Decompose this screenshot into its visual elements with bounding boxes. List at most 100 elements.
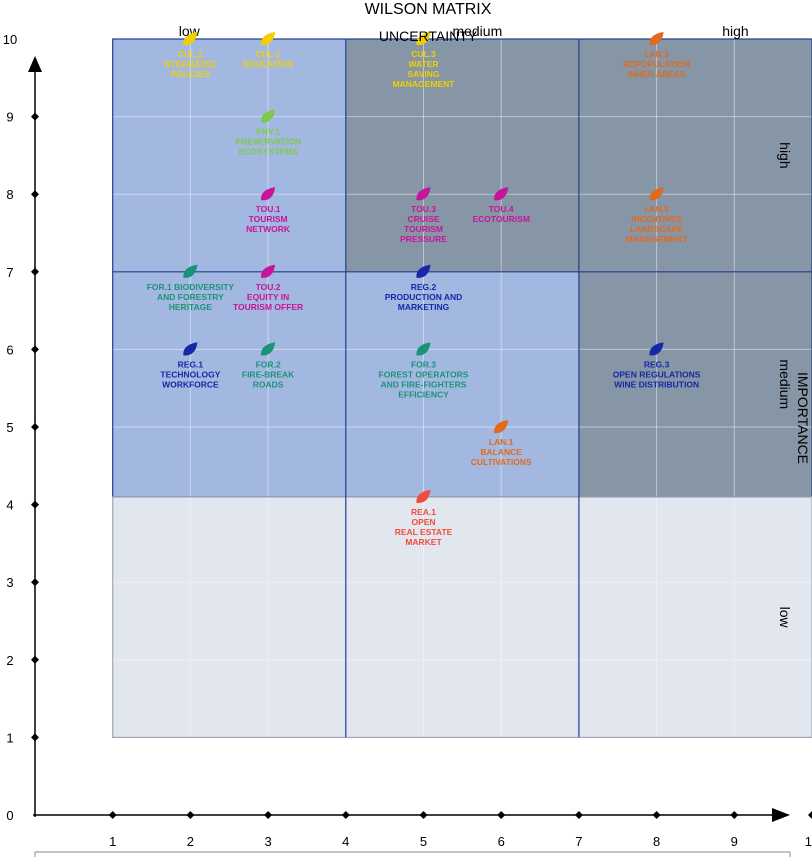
point-label-line: PRESSURE bbox=[400, 234, 447, 244]
x-tick-mark bbox=[419, 811, 428, 819]
point-label: ENV.1 PRESERVATION ECOSYSTEMS bbox=[235, 127, 301, 157]
x-tick-label: 10 bbox=[805, 834, 812, 849]
data-point: REG.1 TECHNOLOGY WORKFORCE bbox=[160, 342, 221, 389]
point-label: REG.3 OPEN REGULATIONS WINE DISTRIBUTION bbox=[613, 359, 701, 389]
leaf-marker bbox=[649, 342, 664, 356]
x-tick-label: 9 bbox=[731, 834, 738, 849]
point-label-line: WORKFORCE bbox=[162, 379, 219, 389]
grid-lines bbox=[112, 39, 812, 738]
leaf-marker bbox=[261, 342, 276, 356]
point-label-line: TOURISM bbox=[404, 224, 443, 234]
x-axis-label: UNCERTAINTY bbox=[379, 28, 478, 44]
point-label-line: CRUISE bbox=[407, 214, 439, 224]
point-label-line: ROADS bbox=[253, 379, 284, 389]
point-label: FOR.3 FOREST OPERATORS AND FIRE-FIGHTERS EF… bbox=[379, 359, 469, 399]
leaf-marker bbox=[416, 32, 431, 46]
point-label-line: PRODUCTION AND bbox=[385, 292, 463, 302]
x-tick-label: 7 bbox=[575, 834, 582, 849]
x-tick-label: 5 bbox=[420, 834, 427, 849]
y-tick-label: 7 bbox=[6, 265, 13, 280]
point-label: LAN.3 REPOPULATION INNER AREAS bbox=[623, 49, 690, 79]
point-label-line: MARKET bbox=[405, 537, 442, 547]
point-label-line: TOU.2 bbox=[256, 282, 281, 292]
y-tick-mark bbox=[31, 423, 39, 431]
matrix-regions bbox=[112, 39, 812, 738]
x-tick-label: 6 bbox=[498, 834, 505, 849]
x-tick-label: 2 bbox=[187, 834, 194, 849]
y-tick-label: 10 bbox=[3, 32, 17, 47]
y-tick-mark bbox=[31, 190, 39, 199]
point-label-line: LAN.2 bbox=[644, 204, 669, 214]
data-point: REA.1 OPEN REAL ESTATE MARKET bbox=[395, 489, 453, 547]
leaf-marker bbox=[416, 187, 431, 201]
data-point: LAN.2 INCENTIVES LANDSCAPE MANAGEMENT bbox=[626, 187, 689, 244]
point-label-line: TECHNOLOGY bbox=[160, 369, 220, 379]
point-label-line: CUL.3 bbox=[411, 49, 436, 59]
data-point: TOU.1 TOURISM NETWORK bbox=[246, 187, 291, 234]
point-label-line: PRESERVATION bbox=[235, 137, 301, 147]
region-1 bbox=[345, 271, 579, 497]
leaf-marker bbox=[494, 420, 509, 434]
data-point: CUL.1 EDUCATION bbox=[243, 32, 293, 69]
point-label: LAN.2 INCENTIVES LANDSCAPE MANAGEMENT bbox=[626, 204, 689, 244]
y-tick-mark bbox=[31, 112, 39, 121]
y-tick-label: 1 bbox=[6, 730, 13, 745]
y-axis-ticks: 0 1 2 3 4 5 6 7 8 9 10 bbox=[3, 32, 39, 823]
point-label: LAN.1 BALANCE CULTIVATIONS bbox=[471, 437, 532, 467]
point-label: REA.1 OPEN REAL ESTATE MARKET bbox=[395, 507, 453, 547]
y-tick-label: 4 bbox=[6, 498, 13, 513]
point-label-line: ENV.1 bbox=[256, 127, 280, 137]
y-tick-mark bbox=[31, 733, 39, 742]
y-axis-arrow bbox=[28, 56, 42, 72]
y-tick-label: 3 bbox=[6, 575, 13, 590]
x-axis-ticks: 1 2 3 4 5 6 7 8 9 10 bbox=[108, 811, 812, 849]
leaf-marker bbox=[416, 342, 431, 356]
x-tick-mark bbox=[108, 811, 117, 819]
point-label-line: TOU.1 bbox=[256, 204, 281, 214]
leaf-marker bbox=[649, 32, 664, 46]
point-label-line: OPEN bbox=[411, 517, 435, 527]
region-3 bbox=[578, 39, 812, 497]
y-tick-mark bbox=[31, 267, 39, 276]
point-label-line: SAVING bbox=[408, 69, 440, 79]
point-label-line: INNER AREAS bbox=[627, 69, 686, 79]
leaf-marker bbox=[261, 109, 276, 123]
y-tick-mark bbox=[31, 655, 39, 664]
point-label: REG.1 TECHNOLOGY WORKFORCE bbox=[160, 359, 220, 389]
point-label-line: WATER bbox=[408, 59, 438, 69]
point-label-line: EQUITY IN bbox=[247, 292, 289, 302]
region-0 bbox=[112, 39, 346, 497]
data-point: FOR.2 FIRE-BREAK ROADS bbox=[242, 342, 295, 389]
point-label-line: CUL.1 bbox=[256, 49, 281, 59]
leaf-marker bbox=[183, 342, 198, 356]
point-label-line: CUL.2 bbox=[178, 49, 203, 59]
x-tick-mark bbox=[652, 811, 661, 819]
leaf-marker bbox=[649, 187, 664, 201]
point-label-line: TOURISM OFFER bbox=[233, 302, 303, 312]
x-tick-mark bbox=[264, 811, 273, 819]
point-label-line: FOR.2 bbox=[256, 359, 281, 369]
point-label-line: FOR.3 bbox=[411, 359, 436, 369]
point-label-line: POLICIES bbox=[171, 69, 211, 79]
point-label-line: TOU.3 bbox=[411, 204, 436, 214]
point-label: TOU.2 EQUITY IN TOURISM OFFER bbox=[233, 282, 303, 312]
data-point: FOR.1 BIODIVERSITY AND FORESTRY HERITAGE bbox=[147, 264, 235, 312]
x-tick-label: 8 bbox=[653, 834, 660, 849]
point-label: CUL.1 EDUCATION bbox=[243, 49, 293, 69]
point-label: FOR.1 BIODIVERSITY AND FORESTRY HERITAGE bbox=[147, 282, 235, 312]
point-label-line: AND FIRE-FIGHTERS bbox=[381, 379, 467, 389]
leaf-marker bbox=[494, 187, 509, 201]
point-label: REG.2 PRODUCTION AND MARKETING bbox=[385, 282, 463, 312]
x-tick-label: 1 bbox=[109, 834, 116, 849]
leaf-marker bbox=[416, 264, 431, 278]
data-point: TOU.2 EQUITY IN TOURISM OFFER bbox=[233, 264, 303, 312]
point-label: CUL.2 NTEGRATED POLICIES bbox=[164, 49, 216, 79]
y-tick-label: 2 bbox=[6, 653, 13, 668]
importance-level-medium: medium bbox=[777, 359, 793, 409]
point-label-line: TOU.4 bbox=[489, 204, 514, 214]
y-tick-label: 0 bbox=[6, 808, 13, 823]
point-label-line: BALANCE bbox=[480, 447, 522, 457]
point-label-line: INCENTIVES bbox=[631, 214, 682, 224]
